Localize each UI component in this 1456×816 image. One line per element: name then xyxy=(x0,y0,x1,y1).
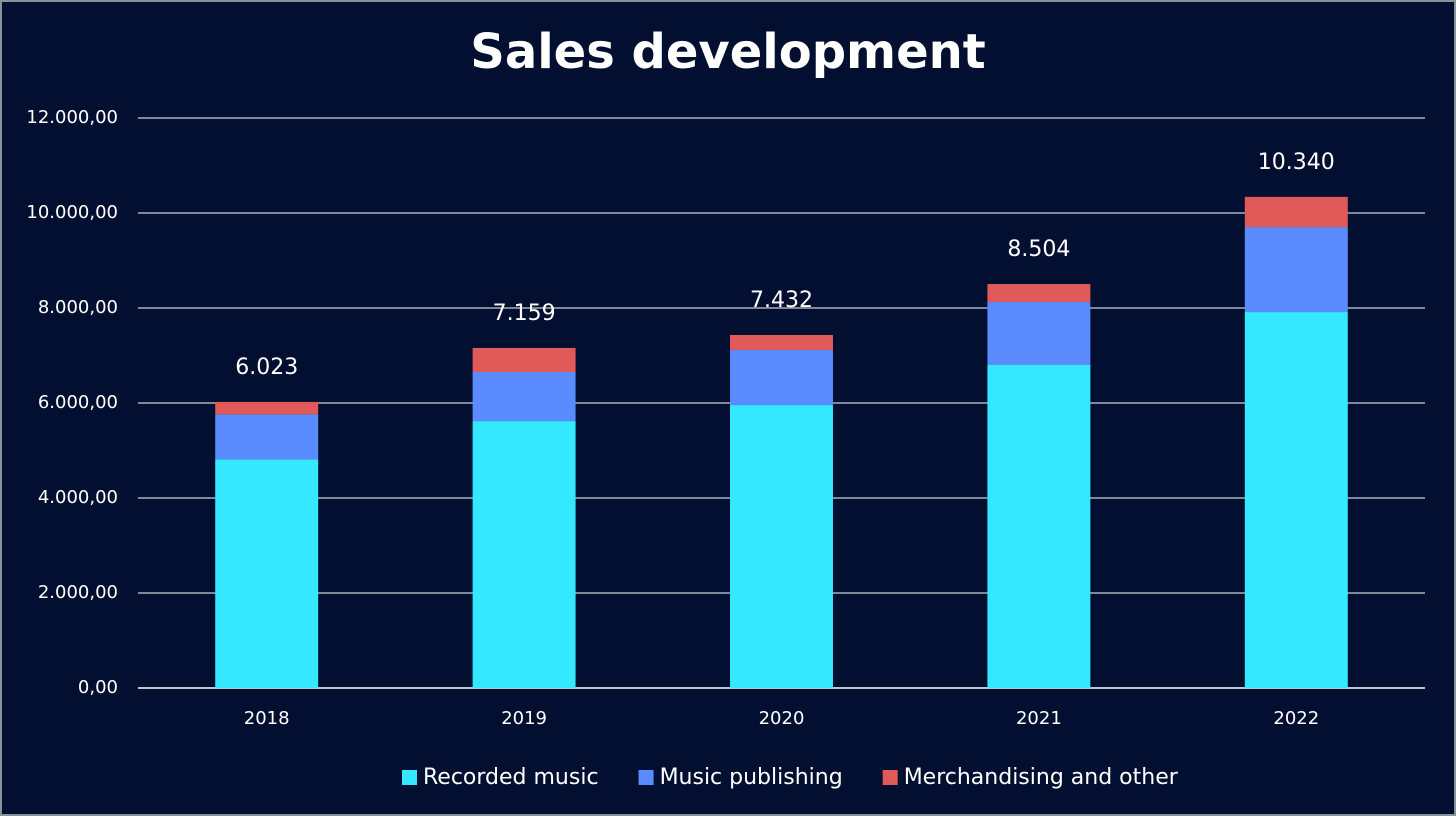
x-tick-label: 2020 xyxy=(759,708,805,729)
bar-segment xyxy=(730,405,833,688)
y-tick-label: 6.000,00 xyxy=(38,392,118,413)
bar-segment xyxy=(987,302,1091,365)
bar-segment xyxy=(215,401,319,415)
y-tick-label: 10.000,00 xyxy=(26,202,118,223)
x-tick-label: 2018 xyxy=(244,708,290,729)
bar-segment xyxy=(730,334,833,351)
x-tick-label: 2022 xyxy=(1273,708,1319,729)
bar-segment xyxy=(987,365,1091,688)
total-label: 7.432 xyxy=(750,288,813,313)
legend-swatch xyxy=(402,770,417,785)
x-tick-label: 2019 xyxy=(501,708,547,729)
total-label: 10.340 xyxy=(1258,150,1335,175)
y-tick-label: 12.000,00 xyxy=(26,107,118,128)
bar-segment xyxy=(987,284,1091,303)
legend-swatch xyxy=(638,770,654,785)
total-label: 8.504 xyxy=(1007,237,1070,262)
legend-label: Music publishing xyxy=(660,765,843,790)
bar-segment xyxy=(1244,196,1348,228)
y-tick-label: 8.000,00 xyxy=(38,297,118,318)
bar-segment xyxy=(215,459,319,688)
bar-segment xyxy=(472,372,576,422)
bar-segment xyxy=(730,350,833,406)
x-tick-label: 2021 xyxy=(1016,708,1062,729)
chart-title: Sales development xyxy=(470,24,985,80)
y-tick-label: 2.000,00 xyxy=(38,582,118,603)
y-tick-label: 4.000,00 xyxy=(38,487,118,508)
bar-segment xyxy=(1244,227,1348,313)
bar-segment xyxy=(472,421,576,688)
legend-label: Recorded music xyxy=(423,765,599,790)
legend-label: Merchandising and other xyxy=(904,765,1179,790)
bar-segment xyxy=(472,347,576,373)
total-label: 6.023 xyxy=(235,355,298,380)
bar-segment xyxy=(1244,312,1348,688)
total-label: 7.159 xyxy=(493,301,556,326)
bar-segment xyxy=(215,414,319,460)
y-tick-label: 0,00 xyxy=(78,677,118,698)
legend-swatch xyxy=(882,770,898,785)
